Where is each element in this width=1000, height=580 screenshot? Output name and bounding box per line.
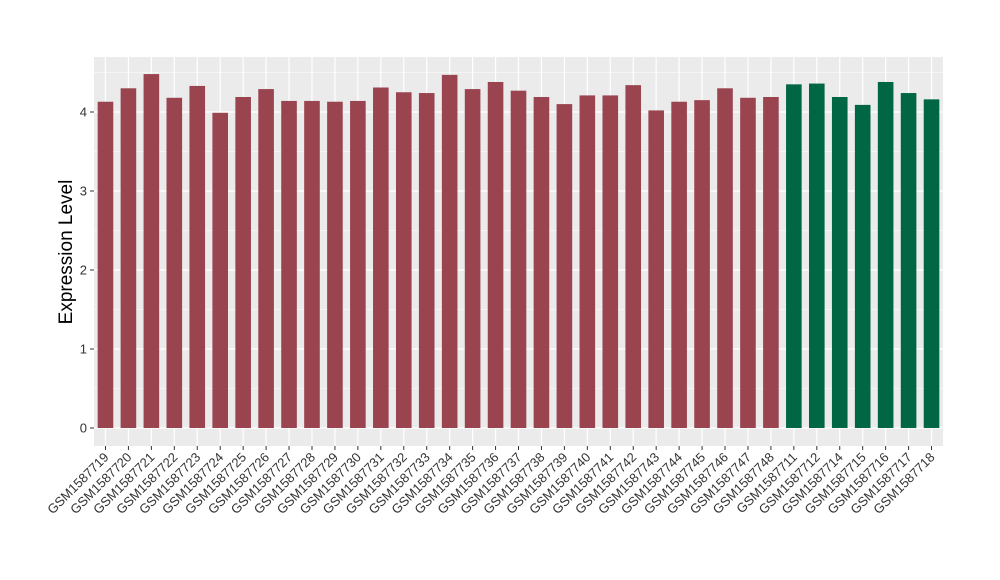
bar-GSM1587721: [143, 74, 160, 428]
y-tick-label: 3: [80, 184, 87, 199]
bar-GSM1587742: [625, 85, 642, 428]
bar-GSM1587720: [120, 88, 137, 429]
y-tick-label: 4: [80, 105, 87, 120]
bar-GSM1587718: [923, 99, 940, 429]
bars: [97, 74, 940, 429]
bar-GSM1587737: [510, 90, 527, 429]
bar-GSM1587728: [304, 100, 320, 428]
bar-GSM1587730: [350, 100, 366, 428]
y-tick-label: 0: [80, 421, 87, 436]
x-axis: GSM1587719GSM1587720GSM1587721GSM1587722…: [44, 446, 938, 517]
bar-GSM1587746: [717, 88, 733, 429]
bar-GSM1587722: [166, 97, 183, 428]
bar-GSM1587736: [487, 81, 504, 428]
bar-GSM1587715: [854, 104, 871, 428]
bar-GSM1587727: [281, 100, 297, 428]
bar-GSM1587734: [441, 74, 458, 429]
bar-GSM1587726: [258, 89, 274, 428]
y-tick-label: 1: [80, 342, 87, 357]
bar-GSM1587714: [831, 96, 848, 429]
bar-GSM1587747: [740, 97, 756, 428]
bar-GSM1587740: [579, 95, 596, 428]
bar-GSM1587743: [648, 110, 664, 429]
bar-GSM1587741: [602, 95, 619, 428]
bar-GSM1587748: [763, 96, 779, 429]
bar-GSM1587731: [373, 87, 389, 428]
bar-GSM1587735: [464, 89, 481, 428]
bar-GSM1587745: [694, 100, 710, 429]
bar-GSM1587712: [808, 83, 825, 428]
y-axis: 0 1 2 3 4: [80, 105, 94, 436]
bar-GSM1587733: [418, 93, 435, 428]
y-axis-title: Expression Level: [56, 180, 77, 325]
bar-GSM1587719: [97, 101, 114, 428]
bar-GSM1587738: [533, 96, 550, 429]
bar-GSM1587729: [327, 101, 343, 428]
y-tick-label: 2: [80, 263, 87, 278]
bar-GSM1587744: [671, 101, 687, 428]
bar-GSM1587739: [556, 104, 573, 428]
bar-GSM1587725: [235, 96, 251, 429]
bar-GSM1587711: [786, 84, 802, 428]
bar-GSM1587717: [900, 93, 917, 428]
bar-GSM1587723: [189, 85, 206, 429]
bar-GSM1587724: [212, 112, 229, 428]
bar-GSM1587732: [395, 92, 412, 428]
bar-GSM1587716: [877, 81, 894, 428]
